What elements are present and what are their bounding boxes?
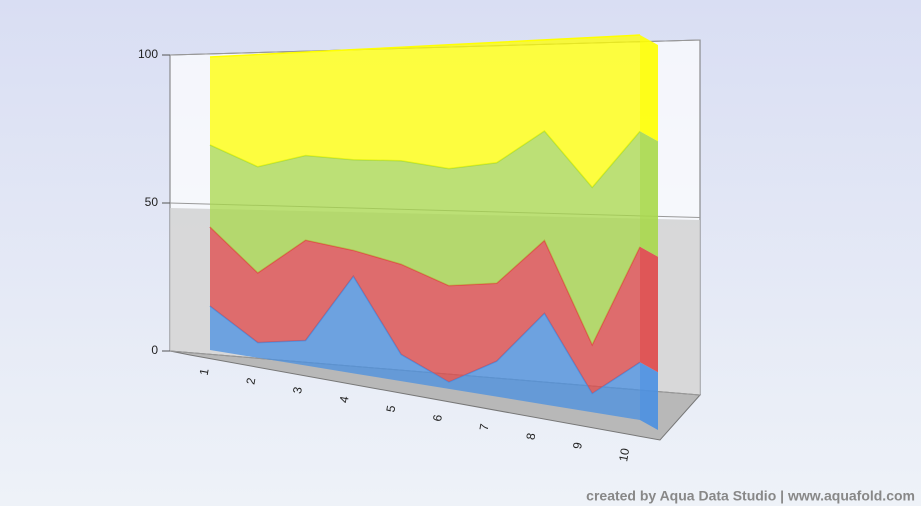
y-tick-label: 0 [151,343,158,357]
x-tick-label: 7 [477,422,492,431]
y-tick-label: 100 [138,47,158,61]
area-fill [210,226,640,394]
area-side [640,362,658,430]
area-edge [209,274,641,395]
credit: created by Aqua Data Studio | www.aquafo… [586,488,915,504]
x-tick-label: 5 [383,404,398,413]
x-tick-label: 10 [616,447,632,463]
x-tick-label: 6 [430,413,445,422]
area-edge [209,34,641,58]
x-tick-label: 4 [337,395,352,404]
area-fill [210,276,640,420]
area-side [640,35,658,142]
area-fill [210,35,640,188]
x-tick-label: 9 [570,441,585,450]
area-side [640,131,658,257]
y-tick-label: 50 [145,195,159,209]
x-tick-label: 8 [523,432,538,441]
x-tick-label: 1 [197,367,212,376]
x-tick-label: 2 [243,376,258,385]
area-edge [209,226,641,347]
area-fill [210,131,640,345]
x-tick-label: 3 [290,385,305,394]
area-side [640,246,658,373]
